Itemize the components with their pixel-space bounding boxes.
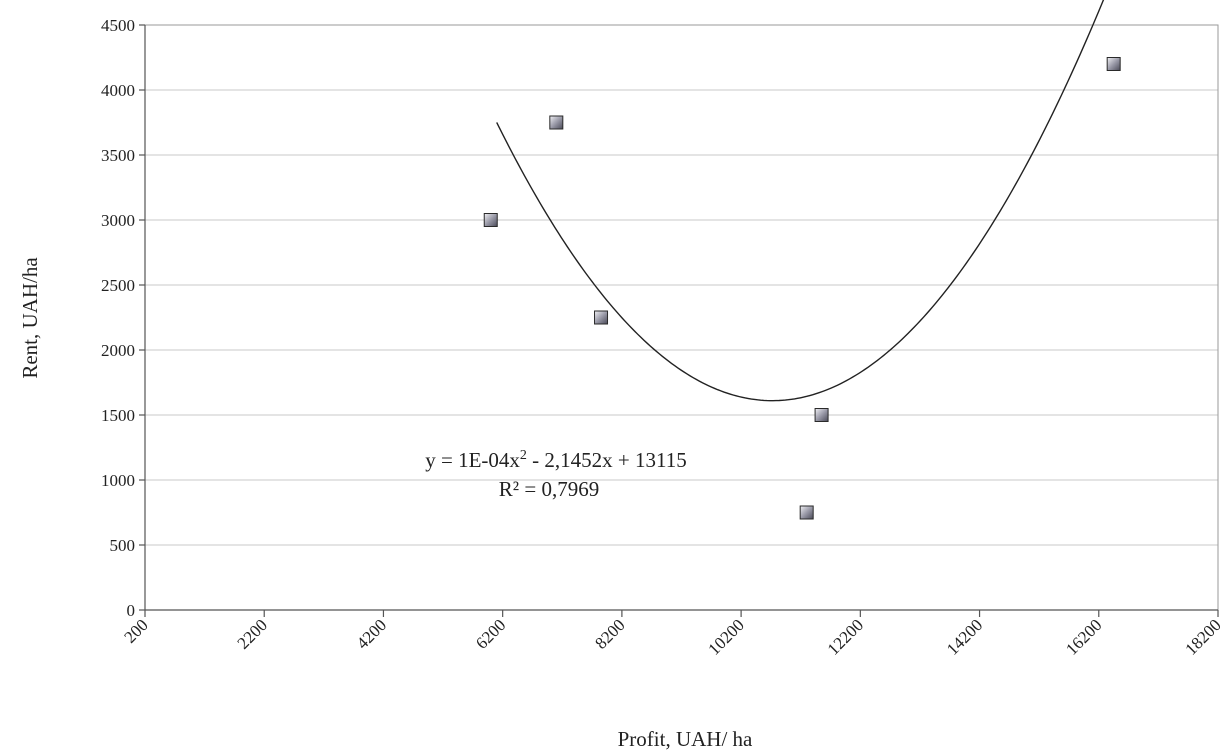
x-tick-label-200: 200	[120, 615, 151, 646]
x-tick-label-4200: 4200	[353, 615, 390, 652]
x-axis-ticks: 200 2200 4200 6200 8200 10200 12200 14200 16200 1…	[120, 610, 1224, 659]
y-tick-label-3500: 3500	[101, 146, 135, 165]
x-tick-label-12200: 12200	[824, 615, 867, 658]
y-tick-label-1500: 1500	[101, 406, 135, 425]
data-point-4	[799, 505, 814, 520]
y-tick-label-500: 500	[110, 536, 136, 555]
y-tick-label-2500: 2500	[101, 276, 135, 295]
data-point-6	[1106, 57, 1121, 71]
x-tick-label-18200: 18200	[1181, 615, 1224, 658]
equation-exponent: 2	[520, 448, 527, 463]
y-axis-ticks: 0 500 1000 1500 2000 2500 3000 3500 4000 4500	[101, 16, 145, 620]
x-tick-label-16200: 16200	[1062, 615, 1105, 658]
y-tick-label-4000: 4000	[101, 81, 135, 100]
trendline-equation: y = 1E-04x2 - 2,1452x + 13115	[425, 448, 686, 472]
data-points	[483, 57, 1121, 520]
data-point-3	[594, 310, 609, 325]
y-tick-label-2000: 2000	[101, 341, 135, 360]
x-tick-label-8200: 8200	[591, 615, 628, 652]
x-tick-label-2200: 2200	[234, 615, 271, 652]
y-tick-label-1000: 1000	[101, 471, 135, 490]
plot-area-frame	[144, 24, 1219, 611]
equation-prefix: y = 1E-04x	[425, 448, 520, 472]
polynomial-trendline	[496, 0, 1105, 402]
x-axis-title: Profit, UAH/ ha	[618, 727, 753, 751]
y-tick-label-3000: 3000	[101, 211, 135, 230]
y-axis-title: Rent, UAH/ha	[18, 257, 42, 379]
x-tick-label-10200: 10200	[704, 615, 747, 658]
y-tick-label-0: 0	[127, 601, 136, 620]
x-tick-label-6200: 6200	[472, 615, 509, 652]
y-tick-label-4500: 4500	[101, 16, 135, 35]
data-point-2	[549, 115, 564, 130]
data-point-1	[483, 213, 498, 227]
data-point-5	[814, 408, 829, 422]
r-squared-label: R² = 0,7969	[499, 477, 599, 501]
x-tick-label-14200: 14200	[943, 615, 986, 658]
equation-suffix: - 2,1452x + 13115	[527, 448, 687, 472]
